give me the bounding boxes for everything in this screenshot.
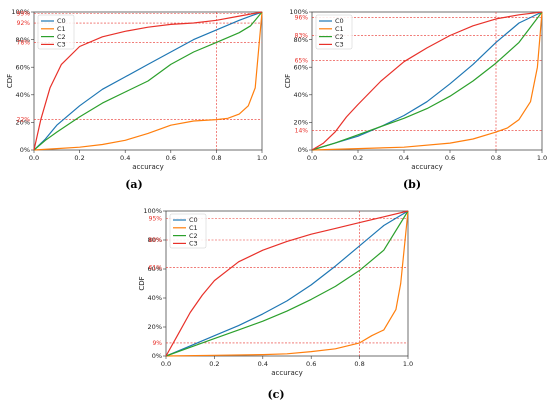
y-tick-label: 60% xyxy=(16,63,30,71)
y-tick-label: 20% xyxy=(294,119,308,127)
x-tick-label: 0.0 xyxy=(29,154,39,162)
y-tick-label: 100% xyxy=(289,8,308,16)
reference-value-label: 80% xyxy=(149,237,163,244)
x-tick-label: 0.4 xyxy=(399,154,409,162)
x-tick-label: 0.8 xyxy=(491,154,501,162)
y-tick-label: 20% xyxy=(148,323,162,331)
y-tick-label: 80% xyxy=(294,36,308,44)
plot-frame xyxy=(165,210,409,357)
x-tick-label: 0.2 xyxy=(209,360,219,368)
x-tick-label: 1.0 xyxy=(257,154,267,162)
y-tick-label: 40% xyxy=(148,294,162,302)
x-tick-label: 1.0 xyxy=(537,154,547,162)
series-line-c2 xyxy=(165,210,409,357)
series-line-c2 xyxy=(33,11,263,151)
legend-entry: C3 xyxy=(189,240,198,248)
plot-frame xyxy=(33,11,263,151)
y-tick-label: 80% xyxy=(16,36,30,44)
x-tick-label: 0.2 xyxy=(353,154,363,162)
x-tick-label: 0.6 xyxy=(445,154,455,162)
reference-value-label: 83% xyxy=(295,32,309,39)
legend-box xyxy=(37,14,75,50)
reference-value-label: 65% xyxy=(295,57,309,64)
x-tick-label: 0.8 xyxy=(354,360,364,368)
y-axis-label: CDF xyxy=(138,276,146,290)
legend-entry: C0 xyxy=(57,17,66,25)
x-tick-label: 0.6 xyxy=(306,360,316,368)
y-axis-label: CDF xyxy=(6,74,14,88)
x-tick-label: 0.0 xyxy=(307,154,317,162)
x-axis-label: accuracy xyxy=(271,369,303,377)
x-tick-label: 0.2 xyxy=(74,154,84,162)
legend-entry: C0 xyxy=(189,216,198,224)
legend-entry: C0 xyxy=(335,17,344,25)
y-tick-label: 0% xyxy=(20,146,30,154)
reference-value-label: 14% xyxy=(295,128,309,135)
legend-entry: C1 xyxy=(189,224,198,232)
x-axis-label: accuracy xyxy=(411,163,443,171)
panel-label: (b) xyxy=(403,178,421,191)
reference-value-label: 78% xyxy=(17,39,31,46)
series-line-c3 xyxy=(33,11,263,151)
legend-box xyxy=(169,213,207,249)
series-line-c0 xyxy=(33,11,263,151)
panel-label: (a) xyxy=(125,178,143,191)
x-axis-label: accuracy xyxy=(132,163,164,171)
x-tick-label: 1.0 xyxy=(403,360,413,368)
y-tick-label: 60% xyxy=(148,265,162,273)
series-line-c3 xyxy=(165,210,409,357)
legend-box xyxy=(315,14,353,50)
reference-value-label: 95% xyxy=(149,215,163,222)
x-tick-label: 0.4 xyxy=(258,360,268,368)
reference-value-label: 99% xyxy=(17,10,31,17)
legend-entry: C2 xyxy=(189,232,198,240)
reference-value-label: 61% xyxy=(149,265,163,272)
y-axis-label: CDF xyxy=(284,74,292,88)
y-tick-label: 0% xyxy=(152,352,162,360)
x-tick-label: 0.8 xyxy=(211,154,221,162)
series-line-c0 xyxy=(165,210,409,357)
y-tick-label: 40% xyxy=(16,91,30,99)
series-line-c0 xyxy=(311,11,543,151)
series-line-c1 xyxy=(165,210,409,357)
series-line-c1 xyxy=(311,11,543,151)
x-tick-label: 0.6 xyxy=(166,154,176,162)
series-line-c3 xyxy=(311,11,543,151)
reference-value-label: 96% xyxy=(295,15,309,22)
legend-entry: C3 xyxy=(57,41,66,49)
y-tick-label: 80% xyxy=(148,236,162,244)
y-tick-label: 60% xyxy=(294,63,308,71)
panel-label: (c) xyxy=(267,388,284,401)
x-tick-label: 0.0 xyxy=(161,360,171,368)
chart-panel-2: 0.0 0.2 0.4 0.6 0.8 1.0 0% 20% 40% 60% 80% 100% accu… xyxy=(284,8,547,191)
y-tick-label: 100% xyxy=(143,207,162,215)
chart-panel-3: 0.0 0.2 0.4 0.6 0.8 1.0 0% 20% 40% 60% 80% 100% accu… xyxy=(138,207,413,401)
reference-value-label: 9% xyxy=(152,340,162,347)
series-line-c2 xyxy=(311,11,543,151)
y-tick-label: 100% xyxy=(11,8,30,16)
y-tick-label: 0% xyxy=(298,146,308,154)
legend-entry: C2 xyxy=(57,33,66,41)
legend-entry: C3 xyxy=(335,41,344,49)
y-tick-label: 40% xyxy=(294,91,308,99)
chart-panel-1: 0.0 0.2 0.4 0.6 0.8 1.0 0% 20% 40% 60% 80% 100% accu… xyxy=(6,8,267,191)
plot-frame xyxy=(311,11,543,151)
y-tick-label: 20% xyxy=(16,119,30,127)
reference-value-label: 92% xyxy=(17,20,31,27)
series-line-c1 xyxy=(33,11,263,151)
reference-value-label: 22% xyxy=(17,117,31,124)
legend-entry: C2 xyxy=(335,33,344,41)
legend-entry: C1 xyxy=(335,25,344,33)
x-tick-label: 0.4 xyxy=(120,154,130,162)
legend-entry: C1 xyxy=(57,25,66,33)
